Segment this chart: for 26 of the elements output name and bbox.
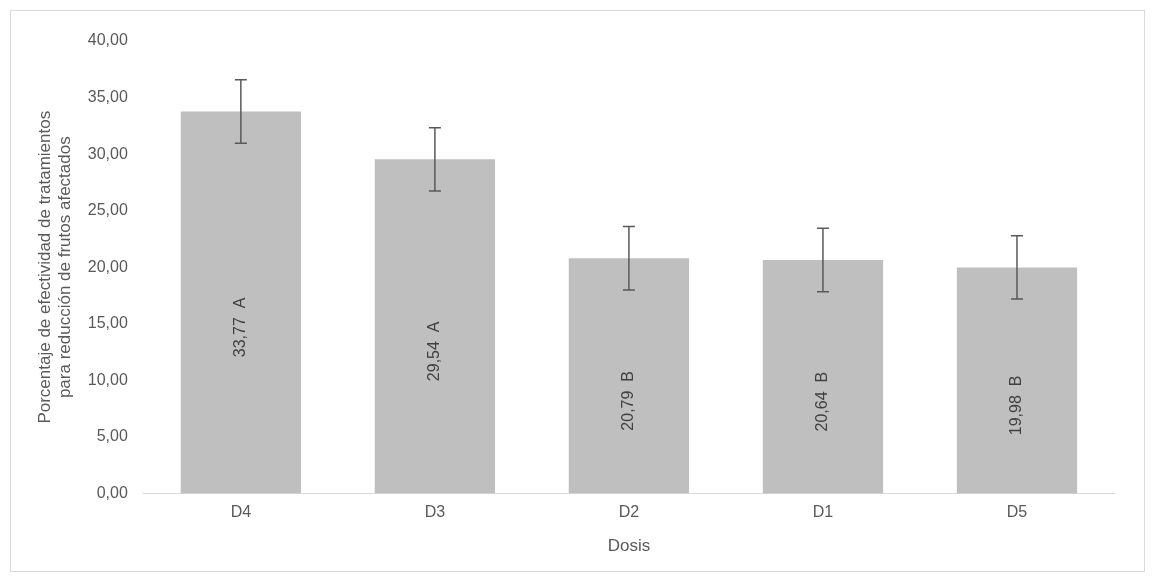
x-tick-label: D1 xyxy=(812,503,834,521)
y-tick-label: 20,00 xyxy=(87,257,128,275)
x-tick-label: D4 xyxy=(230,503,252,521)
bar xyxy=(374,159,496,494)
x-axis-title: Dosis xyxy=(607,536,651,556)
y-tick-label: 25,00 xyxy=(87,201,128,219)
data-label: 33,77 A xyxy=(231,297,249,358)
y-tick-label: 35,00 xyxy=(87,87,128,105)
bar xyxy=(956,267,1078,494)
x-tick-label: D3 xyxy=(424,503,446,521)
x-tick-label: D5 xyxy=(1006,503,1028,521)
x-tick-label: D2 xyxy=(618,503,640,521)
bar xyxy=(762,259,884,494)
y-tick-label: 5,00 xyxy=(96,427,128,445)
bar xyxy=(568,258,690,494)
data-label: 20,64 B xyxy=(813,371,831,432)
y-tick-label: 40,00 xyxy=(87,31,128,49)
data-label: 29,54 A xyxy=(425,321,443,382)
y-tick-label: 30,00 xyxy=(87,144,128,162)
y-axis-title: Porcentaje de efectividad de tratamientos para reducción de frutos afectados xyxy=(34,110,75,424)
y-tick-label: 10,00 xyxy=(87,370,128,388)
data-label: 19,98 B xyxy=(1007,375,1025,436)
y-tick-label: 0,00 xyxy=(96,483,128,501)
data-label: 20,79 B xyxy=(619,371,637,431)
y-tick-label: 15,00 xyxy=(87,314,128,332)
bar xyxy=(180,111,302,494)
